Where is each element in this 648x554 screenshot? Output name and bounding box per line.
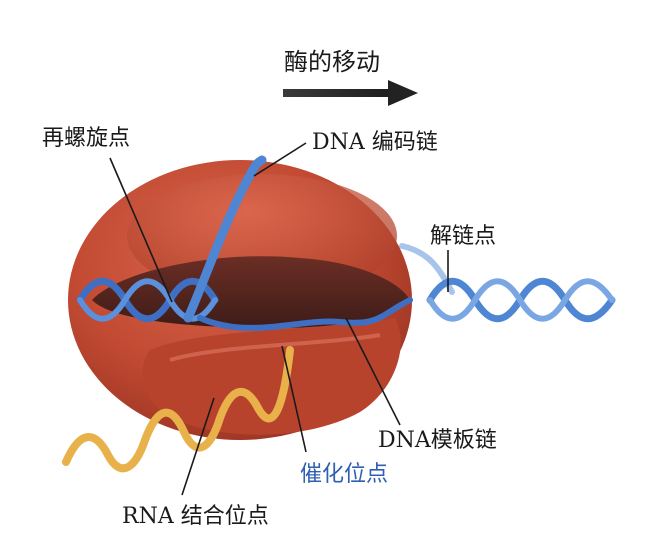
- label-dna-template-strand: DNA模板链: [378, 428, 497, 453]
- rna-strand: [62, 346, 294, 473]
- label-rna-binding-site: RNA 结合位点: [122, 504, 269, 529]
- label-dna-coding-strand: DNA 编码链: [312, 130, 438, 155]
- label-rewind-point: 再螺旋点: [42, 126, 131, 151]
- leader-lines: [109, 142, 449, 496]
- title-enzyme-movement: 酶的移动: [284, 48, 380, 76]
- movement-arrow: [283, 80, 418, 106]
- label-unwinding-point: 解链点: [430, 224, 497, 249]
- enzyme-body: [68, 160, 412, 440]
- label-catalytic-site: 催化位点: [300, 462, 389, 487]
- dna-double-helix: [76, 155, 616, 331]
